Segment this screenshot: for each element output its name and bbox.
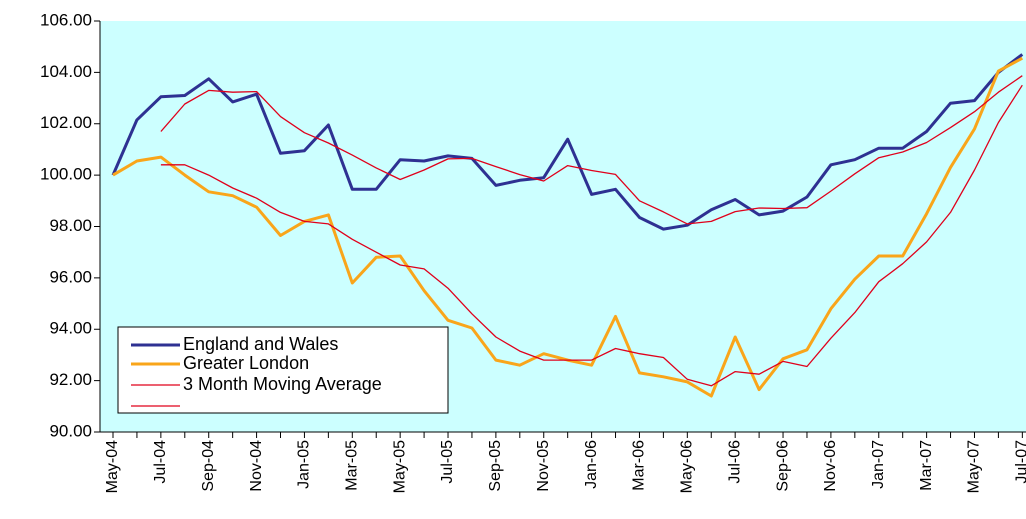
x-tick-label: Jan-07 xyxy=(870,440,887,489)
series-line xyxy=(160,75,1023,225)
x-tick-label: Sep-06 xyxy=(774,440,791,492)
x-tick-label: Sep-04 xyxy=(200,440,217,492)
series-line xyxy=(111,53,1024,231)
y-tick-label: 92.00 xyxy=(49,370,92,389)
x-tick-label: Nov-05 xyxy=(535,440,552,492)
x-tick-label: Jul-07 xyxy=(1014,440,1026,484)
x-tick-label: Jan-05 xyxy=(296,440,313,489)
y-tick-label: 98.00 xyxy=(49,216,92,235)
legend-label: 3 Month Moving Average xyxy=(183,374,382,394)
y-tick-label: 94.00 xyxy=(49,319,92,338)
x-tick-label: Jul-06 xyxy=(726,440,743,484)
series-line xyxy=(160,84,1023,387)
legend-box xyxy=(117,326,449,414)
x-tick-label: Jul-04 xyxy=(152,440,169,484)
x-tick-label: May-06 xyxy=(679,440,696,493)
x-tick-label: Mar-06 xyxy=(631,440,648,491)
y-tick-label: 90.00 xyxy=(49,421,92,440)
x-tick-label: May-05 xyxy=(391,440,408,493)
x-tick-label: Nov-04 xyxy=(248,440,265,492)
legend-label: England and Wales xyxy=(183,334,338,354)
y-tick-label: 100.00 xyxy=(40,165,92,184)
x-tick-label: Nov-06 xyxy=(822,440,839,492)
legend-label: Greater London xyxy=(183,353,309,373)
x-tick-label: May-07 xyxy=(966,440,983,493)
x-tick-label: Mar-05 xyxy=(344,440,361,491)
x-tick-label: Jan-06 xyxy=(583,440,600,489)
x-tick-label: Sep-05 xyxy=(487,440,504,492)
y-tick-label: 102.00 xyxy=(40,113,92,132)
y-tick-label: 104.00 xyxy=(40,62,92,81)
y-tick-label: 96.00 xyxy=(49,267,92,286)
y-tick-label: 106.00 xyxy=(40,10,92,29)
x-tick-label: Jul-05 xyxy=(439,440,456,484)
x-tick-label: May-04 xyxy=(104,440,121,493)
x-tick-label: Mar-07 xyxy=(918,440,935,491)
